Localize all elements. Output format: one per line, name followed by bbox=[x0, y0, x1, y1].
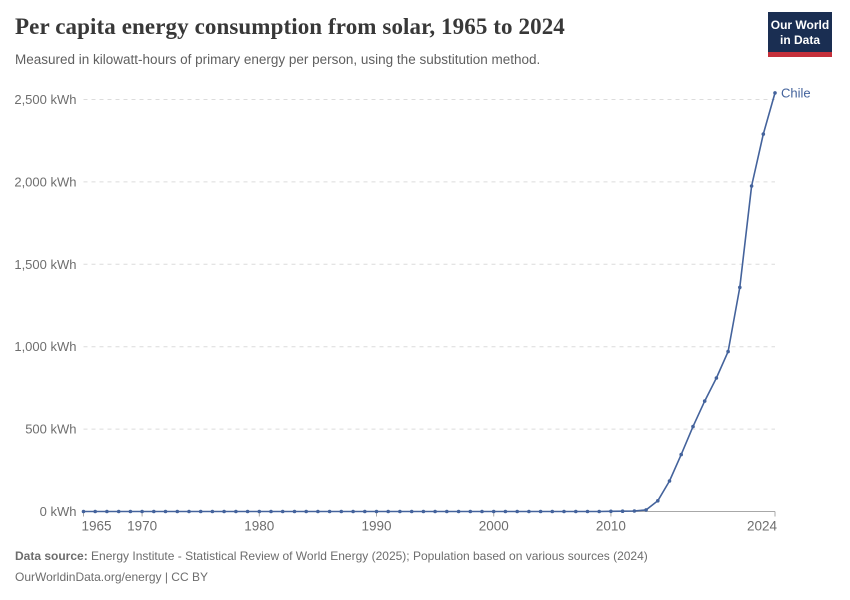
x-axis-tick-label: 1980 bbox=[244, 519, 274, 534]
data-point bbox=[714, 376, 719, 380]
data-point bbox=[152, 509, 156, 514]
series-entity-label: Chile bbox=[781, 85, 811, 100]
data-point bbox=[503, 509, 508, 514]
data-point bbox=[726, 349, 730, 354]
data-point bbox=[597, 509, 601, 514]
data-point bbox=[456, 509, 461, 514]
data-point bbox=[339, 509, 344, 514]
data-point bbox=[210, 509, 215, 514]
x-axis-tick-label: 2010 bbox=[596, 519, 626, 534]
x-axis-tick-label: 2024 bbox=[747, 519, 778, 534]
line-chart: 0 kWh 500 kWh 1,000 kWh 1,500 kWh 2,000 kWh 2… bbox=[14, 85, 811, 534]
data-point bbox=[222, 509, 226, 514]
y-axis-tick-label: 2,500 kWh bbox=[14, 92, 76, 107]
data-point bbox=[468, 509, 473, 514]
data-point bbox=[749, 184, 754, 188]
data-point bbox=[538, 509, 543, 514]
data-point bbox=[175, 509, 180, 514]
data-point bbox=[304, 509, 309, 514]
data-point bbox=[667, 479, 672, 483]
data-point bbox=[679, 452, 683, 457]
data-point bbox=[515, 509, 519, 514]
owid-logo-redbar bbox=[768, 52, 832, 57]
owid-logo-line1: Our World bbox=[770, 18, 830, 32]
y-axis-tick-label: 1,000 kWh bbox=[14, 339, 76, 354]
data-point bbox=[421, 509, 426, 514]
data-point bbox=[280, 509, 285, 514]
data-point bbox=[480, 509, 484, 514]
series-line-chile bbox=[83, 92, 776, 513]
data-point bbox=[292, 509, 297, 514]
data-source-label: Data source: bbox=[15, 549, 88, 563]
owid-logo-text: Our World in Data bbox=[768, 12, 832, 52]
x-axis-tick-label: 1990 bbox=[361, 519, 391, 534]
data-point bbox=[128, 509, 133, 514]
data-point bbox=[93, 509, 97, 514]
license-line: OurWorldinData.org/energy | CC BY bbox=[15, 570, 208, 584]
owid-logo: Our World in Data bbox=[768, 12, 832, 57]
x-axis-tick-label: 2000 bbox=[479, 519, 509, 534]
data-point bbox=[691, 424, 695, 429]
y-axis-tick-label: 0 kWh bbox=[40, 504, 77, 519]
chart-footer: Data source: Energy Institute - Statisti… bbox=[15, 546, 835, 588]
data-point bbox=[81, 509, 86, 514]
data-point bbox=[105, 509, 109, 514]
data-point bbox=[187, 509, 191, 514]
data-point bbox=[562, 509, 566, 514]
data-point bbox=[644, 508, 648, 512]
data-point bbox=[327, 509, 332, 514]
data-point bbox=[398, 509, 402, 514]
data-point bbox=[409, 509, 414, 514]
data-point bbox=[632, 509, 637, 513]
data-point bbox=[620, 509, 625, 513]
data-source-text: Energy Institute - Statistical Review of… bbox=[87, 549, 648, 563]
data-point bbox=[609, 509, 613, 514]
data-point bbox=[574, 509, 578, 514]
data-point bbox=[198, 509, 203, 514]
data-point bbox=[773, 91, 777, 95]
data-point bbox=[550, 509, 555, 514]
data-point bbox=[116, 509, 121, 514]
data-point bbox=[433, 509, 437, 514]
data-point bbox=[269, 509, 273, 514]
x-axis-tick-label: 1970 bbox=[127, 519, 157, 534]
data-point bbox=[386, 509, 391, 514]
data-point bbox=[527, 509, 531, 514]
data-point bbox=[702, 399, 707, 403]
data-point bbox=[257, 509, 262, 514]
data-point bbox=[585, 509, 590, 514]
data-point bbox=[738, 285, 742, 290]
data-point bbox=[234, 509, 238, 514]
chart-subtitle: Measured in kilowatt-hours of primary en… bbox=[15, 52, 541, 67]
data-point bbox=[374, 509, 379, 514]
data-point bbox=[351, 509, 355, 514]
data-point bbox=[491, 509, 496, 514]
data-point bbox=[656, 499, 660, 503]
y-axis-tick-label: 1,500 kWh bbox=[14, 257, 76, 272]
data-point bbox=[163, 509, 168, 514]
x-axis-tick-label: 1965 bbox=[82, 519, 112, 534]
data-point bbox=[761, 132, 766, 136]
owid-logo-line2: in Data bbox=[779, 32, 820, 47]
y-axis-tick-label: 2,000 kWh bbox=[14, 174, 76, 189]
data-point bbox=[316, 509, 320, 514]
chart-title: Per capita energy consumption from solar… bbox=[15, 14, 565, 39]
data-point bbox=[363, 509, 367, 514]
data-point bbox=[140, 509, 144, 514]
data-source-line: Data source: Energy Institute - Statisti… bbox=[15, 546, 835, 567]
data-point bbox=[445, 509, 449, 514]
data-point bbox=[245, 509, 250, 514]
y-axis-tick-label: 500 kWh bbox=[25, 422, 76, 437]
